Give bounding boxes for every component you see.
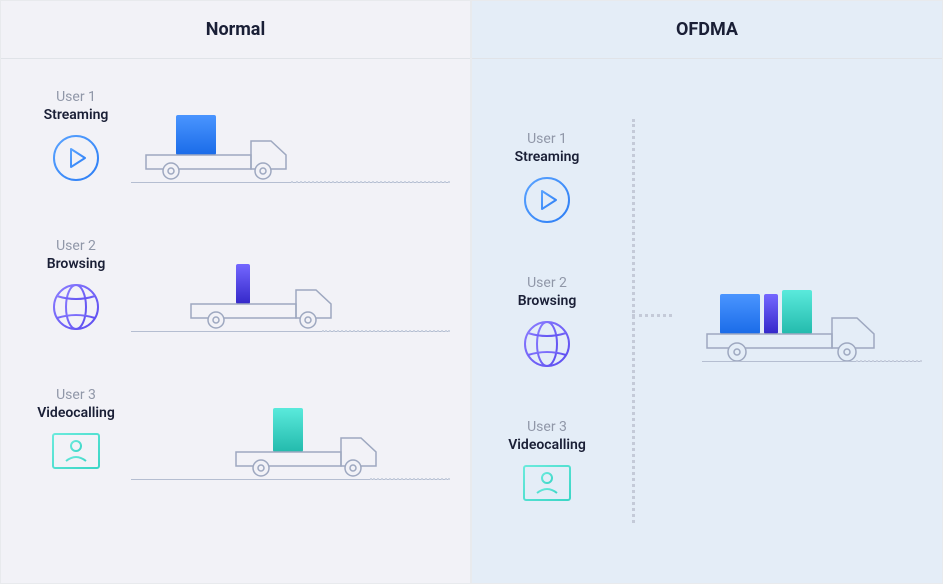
user-activity: Streaming (492, 149, 602, 165)
user-label: User 2 (21, 238, 131, 254)
user-activity: Videocalling (492, 437, 602, 453)
ofdma-truck-area (702, 276, 922, 366)
user-activity: Streaming (21, 107, 131, 123)
truck-icon (141, 111, 321, 181)
globe-icon (21, 282, 131, 332)
user-info: User 3 Videocalling (492, 419, 602, 511)
panel-title-ofdma: OFDMA (472, 19, 942, 40)
road-dots (370, 478, 450, 480)
play-icon (492, 175, 602, 225)
monitor-icon (21, 431, 131, 479)
user-activity: Browsing (21, 256, 131, 272)
truck-area (131, 240, 450, 330)
user-row: User 1 Streaming (21, 89, 450, 183)
user-label: User 2 (492, 275, 602, 291)
road-dots (291, 181, 451, 183)
globe-icon (492, 319, 602, 369)
panel-normal: Normal User 1 Streaming (0, 0, 471, 584)
monitor-icon (492, 463, 602, 511)
play-icon (21, 133, 131, 183)
panel-title-normal: Normal (1, 19, 470, 40)
user-label: User 3 (492, 419, 602, 435)
truck-icon (231, 408, 411, 478)
user-info: User 1 Streaming (21, 89, 131, 183)
diagram-container: Normal User 1 Streaming (0, 0, 943, 584)
user-label: User 1 (21, 89, 131, 105)
user-row: User 1 Streaming (492, 131, 642, 225)
road-dots (856, 360, 922, 362)
user-activity: Browsing (492, 293, 602, 309)
ofdma-users: User 1 Streaming User 2 Browsing (492, 131, 642, 511)
panel-ofdma: OFDMA User 1 Streaming (471, 0, 943, 584)
user-info: User 2 Browsing (21, 238, 131, 332)
panel-header-normal: Normal (1, 1, 470, 59)
user-info: User 2 Browsing (492, 275, 602, 369)
user-row: User 3 Videocalling (492, 419, 642, 511)
truck-area (131, 388, 450, 478)
user-label: User 1 (492, 131, 602, 147)
user-row: User 2 Browsing (492, 275, 642, 369)
truck-icon (702, 276, 922, 366)
connector-horizontal (632, 314, 672, 317)
user-info: User 1 Streaming (492, 131, 602, 225)
road-dots (322, 330, 450, 332)
user-label: User 3 (21, 387, 131, 403)
user-row: User 3 Videocalling (21, 387, 450, 479)
user-activity: Videocalling (21, 405, 131, 421)
truck-area (131, 91, 450, 181)
panel-body-ofdma: User 1 Streaming User 2 Browsing (472, 59, 942, 583)
truck-icon (186, 260, 366, 330)
user-row: User 2 Browsing (21, 238, 450, 332)
user-info: User 3 Videocalling (21, 387, 131, 479)
panel-body-normal: User 1 Streaming (1, 59, 470, 583)
connector-vertical (632, 119, 635, 523)
panel-header-ofdma: OFDMA (472, 1, 942, 59)
